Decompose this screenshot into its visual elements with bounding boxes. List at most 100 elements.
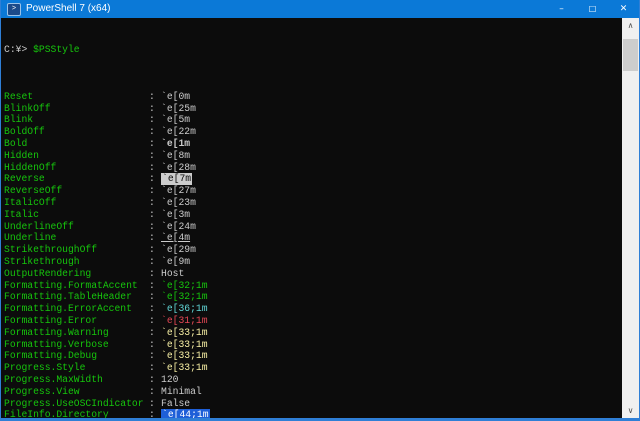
property-value: `e[1m [161,137,191,149]
property-name: Progress.UseOSCIndicator [4,397,144,409]
property-value: `e[5m [161,114,191,126]
scrollbar[interactable]: ∧ ∨ [622,18,639,418]
property-value: 120 [161,373,179,385]
property-value: `e[29m [161,244,196,256]
property-value: `e[36;1m [161,303,208,315]
property-name: Reverse [4,173,45,185]
property-name: Reset [4,90,34,102]
property-value: `e[9m [161,255,191,267]
property-name: HiddenOff [4,161,57,173]
window-title: PowerShell 7 (x64) [26,3,111,14]
separator-colon: : [149,244,155,256]
property-value: False [161,397,191,409]
scrollbar-thumb[interactable] [623,39,638,71]
property-row: Underline : `e[4m [4,232,621,244]
property-row: BoldOff : `e[22m [4,126,621,138]
property-row: Formatting.Error : `e[31;1m [4,315,621,327]
terminal-output: C:¥> $PSStyle Reset : `e[0m BlinkOff : `… [4,20,621,418]
property-name: BoldOff [4,126,45,138]
property-value: `e[22m [161,126,196,138]
terminal-viewport[interactable]: C:¥> $PSStyle Reset : `e[0m BlinkOff : `… [1,18,639,418]
separator-colon: : [149,409,155,418]
separator-colon: : [149,362,155,374]
property-row: Italic : `e[3m [4,209,621,221]
separator-colon: : [149,114,155,126]
property-value: Host [161,267,185,279]
property-name: FileInfo.Directory [4,409,109,418]
property-value: `e[33;1m [161,350,208,362]
property-row: Progress.MaxWidth : 120 [4,374,621,386]
separator-colon: : [149,185,155,197]
property-row: OutputRendering : Host [4,268,621,280]
property-value: Minimal [161,385,202,397]
property-row: Formatting.ErrorAccent : `e[36;1m [4,303,621,315]
separator-colon: : [149,161,155,173]
property-value: `e[25m [161,102,196,114]
separator-colon: : [149,397,155,409]
property-row: Formatting.TableHeader : `e[32;1m [4,291,621,303]
separator-colon: : [149,326,155,338]
separator-colon: : [149,303,155,315]
separator-colon: : [149,126,155,138]
separator-colon: : [149,338,155,350]
typed-command: $PSStyle [33,43,80,55]
property-name: Hidden [4,149,39,161]
property-value: `e[33;1m [161,338,208,350]
close-button[interactable]: ✕ [608,0,639,18]
property-name: Bold [4,137,28,149]
property-name: Formatting.ErrorAccent [4,303,132,315]
property-row: FileInfo.Directory : `e[44;1m [4,409,621,418]
window-controls: – □ ✕ [546,0,639,18]
property-name: Underline [4,232,57,244]
separator-colon: : [149,314,155,326]
property-name: ReverseOff [4,185,63,197]
property-row: Progress.View : Minimal [4,386,621,398]
scroll-up-arrow-icon[interactable]: ∧ [627,21,634,30]
property-row: ReverseOff : `e[27m [4,185,621,197]
maximize-icon: □ [588,4,597,13]
property-value: `e[31;1m [161,314,208,326]
property-name: BlinkOff [4,102,51,114]
separator-colon: : [149,255,155,267]
property-value: `e[32;1m [161,279,208,291]
property-row: Hidden : `e[8m [4,150,621,162]
property-name: Formatting.TableHeader [4,291,132,303]
separator-colon: : [149,90,155,102]
property-value: `e[7m [161,173,193,186]
command-prompt-line: C:¥> $PSStyle [4,44,621,56]
property-value: `e[32;1m [161,291,208,303]
property-name: Formatting.Warning [4,326,109,338]
property-name: Strikethrough [4,255,80,267]
property-row: BlinkOff : `e[25m [4,103,621,115]
property-name: Progress.View [4,385,80,397]
property-name: Formatting.Error [4,314,98,326]
property-name: Formatting.FormatAccent [4,279,138,291]
scroll-down-arrow-icon[interactable]: ∨ [627,406,634,415]
property-row: Reset : `e[0m [4,91,621,103]
separator-colon: : [149,350,155,362]
property-name: Italic [4,208,39,220]
property-value: `e[33;1m [161,326,208,338]
property-name: Formatting.Debug [4,350,98,362]
separator-colon: : [149,279,155,291]
property-value: `e[23m [161,196,196,208]
property-name: Blink [4,114,34,126]
property-row: Formatting.FormatAccent : `e[32;1m [4,280,621,292]
property-row: Formatting.Debug : `e[33;1m [4,350,621,362]
prompt-path: C:¥> [4,43,34,55]
property-name: Formatting.Verbose [4,338,109,350]
close-icon: ✕ [619,4,628,14]
separator-colon: : [149,385,155,397]
property-row: Progress.Style : `e[33;1m [4,362,621,374]
title-bar[interactable]: > PowerShell 7 (x64) – □ ✕ [1,0,639,18]
minimize-button[interactable]: – [546,0,577,18]
separator-colon: : [149,102,155,114]
property-name: Progress.MaxWidth [4,373,103,385]
property-value: `e[33;1m [161,362,208,374]
property-row: Bold : `e[1m [4,138,621,150]
separator-colon: : [149,173,155,185]
maximize-button[interactable]: □ [577,0,608,18]
powershell-icon[interactable]: > [7,2,21,16]
separator-colon: : [149,220,155,232]
